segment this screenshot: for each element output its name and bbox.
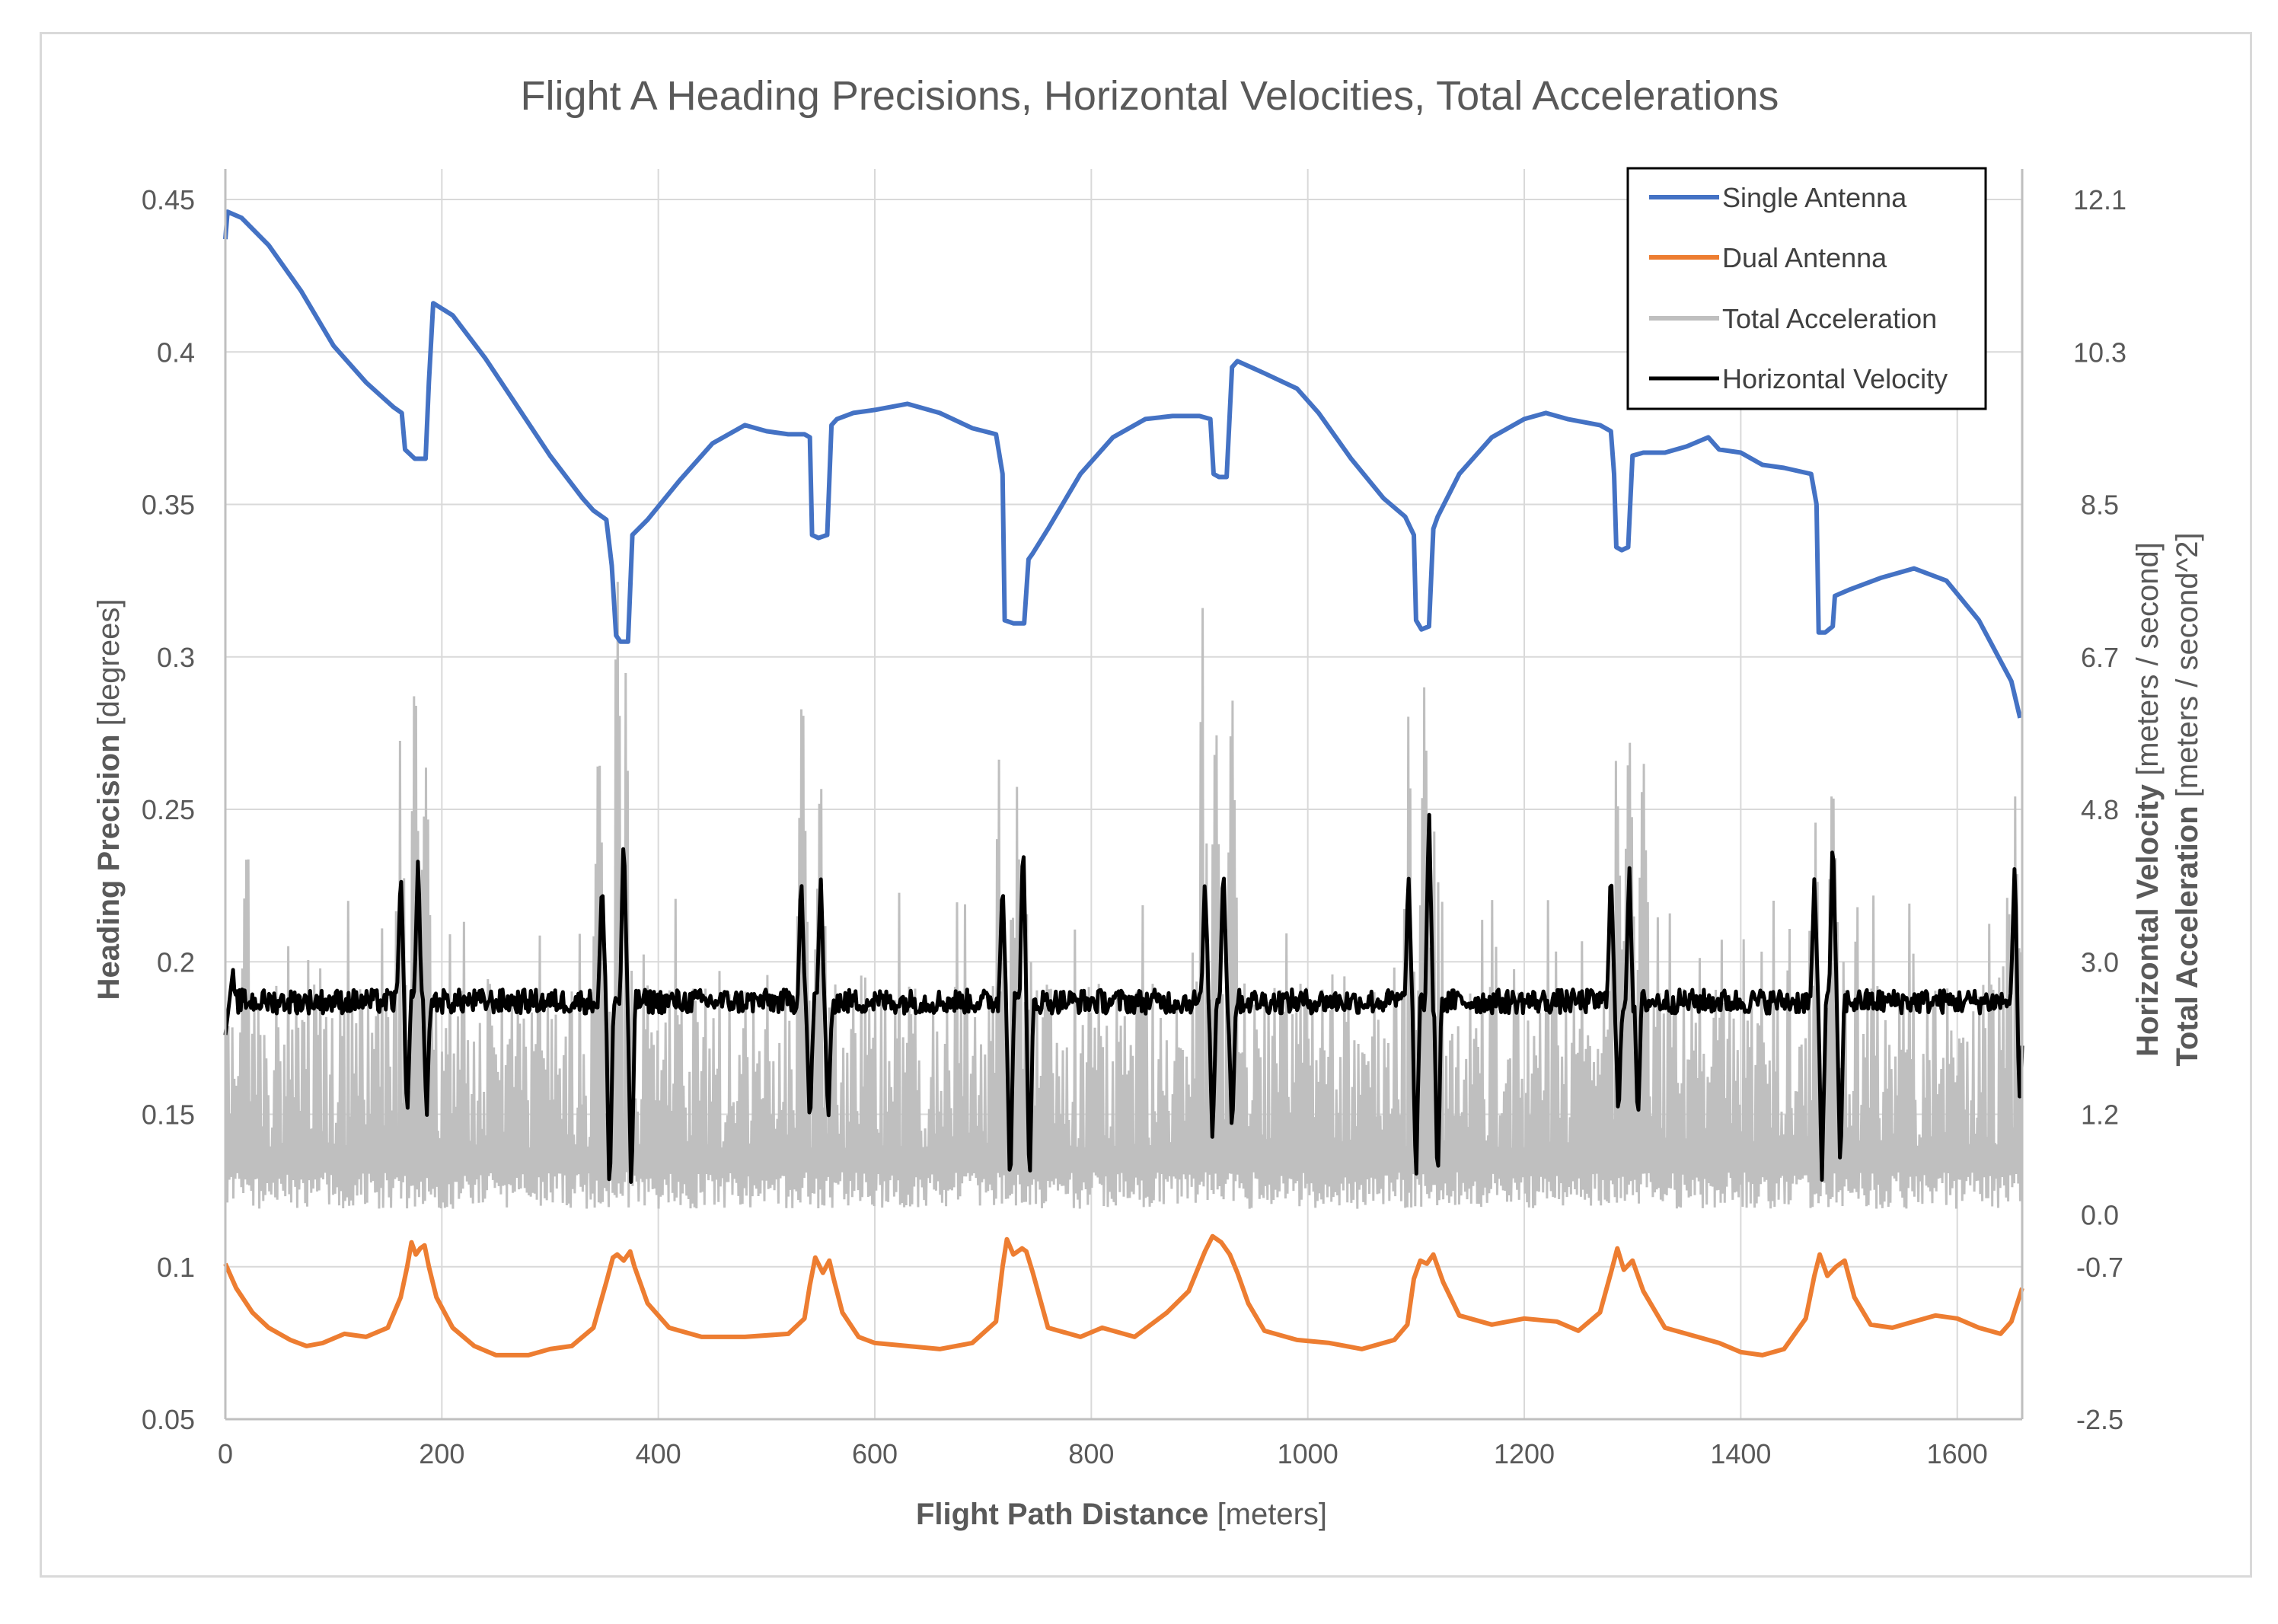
y-left-tick-label: 0.35 bbox=[142, 490, 195, 521]
x-tick-label: 600 bbox=[852, 1438, 898, 1469]
y-right-tick-label: 10.3 bbox=[2073, 337, 2126, 368]
y-right-tick-label: -2.5 bbox=[2076, 1404, 2123, 1435]
series-dual-antenna bbox=[223, 1233, 2024, 1358]
series-horizontal-velocity bbox=[223, 812, 2024, 1184]
legend-label-single-antenna: Single Antenna bbox=[1722, 182, 1907, 213]
x-tick-label: 400 bbox=[636, 1438, 681, 1469]
y-right-tick-label: 8.5 bbox=[2081, 490, 2119, 521]
y-right-axis-label-acceleration: Total Acceleration [meters / second^2] bbox=[2171, 532, 2204, 1066]
y-left-tick-label: 0.2 bbox=[157, 946, 195, 978]
single-antenna-line bbox=[223, 209, 2023, 719]
y-left-tick-label: 0.05 bbox=[142, 1404, 195, 1435]
x-tick-label: 0 bbox=[218, 1438, 233, 1469]
y-left-tick-label: 0.1 bbox=[157, 1252, 195, 1283]
y-left-tick-label: 0.25 bbox=[142, 794, 195, 825]
y-right-tick-label: 3.0 bbox=[2081, 946, 2119, 978]
y-left-axis-label: Heading Precision [degrees] bbox=[92, 599, 126, 1000]
y-right-axis-label-velocity: Horizontal Velocity [meters / second] bbox=[2131, 542, 2165, 1057]
y-left-tick-label: 0.15 bbox=[142, 1099, 195, 1131]
legend-label-total-acceleration: Total Acceleration bbox=[1722, 303, 1937, 334]
x-tick-label: 1400 bbox=[1710, 1438, 1771, 1469]
legend: Single Antenna Dual Antenna Total Accele… bbox=[1626, 167, 1987, 410]
y-left-tick-label: 0.3 bbox=[157, 642, 195, 673]
legend-label-dual-antenna: Dual Antenna bbox=[1722, 242, 1887, 273]
total-acceleration-line bbox=[224, 582, 2024, 1209]
y-right-tick-label: 4.8 bbox=[2081, 794, 2119, 825]
x-tick-label: 200 bbox=[419, 1438, 464, 1469]
horizontal-velocity-line bbox=[223, 812, 2024, 1184]
x-tick-label: 1000 bbox=[1278, 1438, 1338, 1469]
series-single-antenna bbox=[223, 209, 2023, 719]
x-tick-label: 1200 bbox=[1494, 1438, 1555, 1469]
x-tick-label: 800 bbox=[1068, 1438, 1114, 1469]
y-right-tick-label: 1.2 bbox=[2081, 1099, 2119, 1131]
y-left-axis-ticks: 0.05 0.1 0.15 0.2 0.25 0.3 0.35 0.4 0.45 bbox=[142, 184, 195, 1435]
y-right-axis-ticks: -2.5 -0.7 0.0 1.2 3.0 4.8 6.7 8.5 10.3 12.1 bbox=[2073, 184, 2126, 1435]
axes bbox=[224, 169, 2024, 1421]
x-tick-label: 1600 bbox=[1927, 1438, 1988, 1469]
dual-antenna-line bbox=[223, 1233, 2024, 1358]
y-right-tick-label: 12.1 bbox=[2073, 184, 2126, 215]
y-right-tick-label: -0.7 bbox=[2076, 1252, 2123, 1283]
x-axis-ticks: 0 200 400 600 800 1000 1200 1400 1600 bbox=[218, 1438, 1988, 1469]
y-right-tick-label: 6.7 bbox=[2081, 642, 2119, 673]
legend-label-horizontal-velocity: Horizontal Velocity bbox=[1722, 363, 1948, 394]
series-total-acceleration bbox=[224, 582, 2024, 1209]
y-right-tick-label: 0.0 bbox=[2081, 1200, 2119, 1231]
x-axis-label: Flight Path Distance [meters] bbox=[916, 1498, 1327, 1531]
y-left-tick-label: 0.4 bbox=[157, 337, 195, 368]
y-left-tick-label: 0.45 bbox=[142, 184, 195, 215]
chart-title: Flight A Heading Precisions, Horizontal … bbox=[521, 73, 1779, 119]
legend-box bbox=[1626, 167, 1987, 410]
